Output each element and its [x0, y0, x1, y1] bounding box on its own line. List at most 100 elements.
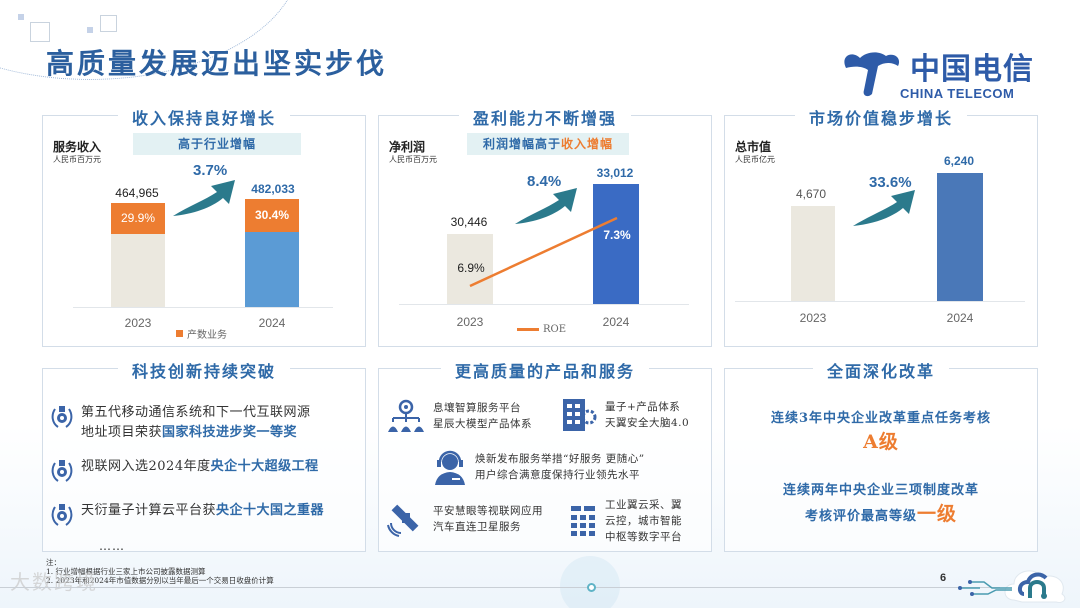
- products-services-panel: 更高质量的产品和服务 息壤智算服务平台 星辰大模型产品体系 量子+产品体系 天翼…: [378, 358, 712, 552]
- grade-badge: A级: [863, 431, 899, 453]
- x-tick-label: 2024: [946, 311, 974, 325]
- footnotes: 注： 1. 行业增幅根据行业三家上市公司披露数据测算 2. 2023年和2024…: [46, 558, 274, 585]
- watermark: 大数跨境: [10, 570, 98, 594]
- service-item: 工业翼云采、翼 云控，城市智能 中枢等数字平台: [569, 497, 682, 545]
- achievement-text: 地址项目荣获: [81, 425, 163, 440]
- decorative-square: [100, 15, 117, 32]
- metric-unit: 人民币百万元: [389, 155, 437, 164]
- x-tick-label: 2024: [602, 315, 630, 329]
- logo-text-cn: 中国电信: [910, 52, 1034, 87]
- achievement-text: 视联网入选2024年度: [81, 459, 211, 474]
- metric-name: 净利润: [389, 140, 426, 154]
- service-text: 中枢等数字平台: [605, 531, 682, 543]
- service-item: 平安慧眼等视联网应用 汽车直连卫星服务: [387, 501, 543, 537]
- segment-label: 30.4%: [254, 208, 290, 222]
- achievement-text: 天衍量子计算云平台获: [81, 503, 217, 518]
- service-text: 焕新发布服务举措“好服务 更随心”: [475, 453, 645, 465]
- x-axis: [399, 304, 689, 305]
- footnote: 2. 2023年和2024年市值数据分别以当年最后一个交易日收盘价计算: [46, 576, 274, 585]
- bar-2024: [937, 173, 983, 301]
- metric-unit: 人民币百万元: [53, 155, 101, 164]
- service-text: 工业翼云采、翼: [605, 499, 682, 511]
- bar-segment-digital: 30.4%: [245, 199, 299, 232]
- bar-2023: [447, 234, 493, 304]
- banner: 利润增幅高于收入增幅: [467, 133, 629, 155]
- x-tick-label: 2023: [456, 315, 484, 329]
- metric-unit: 人民币亿元: [735, 155, 775, 164]
- legend-label: ROE: [543, 324, 567, 335]
- banner-text: 利润增幅高于: [482, 137, 561, 151]
- customer-service-icon: [435, 450, 465, 485]
- footer-divider: [0, 587, 1000, 588]
- reform-text: 考核评价最高等级: [804, 509, 917, 524]
- satellite-icon: [387, 504, 419, 537]
- banner: 高于行业增幅: [133, 133, 301, 155]
- x-axis: [73, 307, 333, 308]
- panel-title: 收入保持良好增长: [117, 105, 291, 129]
- decorative-dot: [18, 14, 24, 20]
- panel-title: 市场价值稳步增长: [794, 105, 968, 129]
- growth-rate: 33.6%: [869, 174, 912, 191]
- bar-segment-digital: 29.9%: [111, 203, 165, 234]
- page-number: 6: [940, 572, 947, 584]
- bar-value-label: 6,240: [943, 154, 975, 168]
- achievement-highlight: 央企十大国之重器: [216, 503, 325, 518]
- decorative-square: [30, 22, 50, 42]
- x-tick-label: 2023: [799, 311, 827, 325]
- bar-2024: [593, 184, 639, 304]
- achievement-text: 第五代移动通信系统和下一代互联网源: [81, 405, 311, 420]
- growth-arrow-icon: [173, 180, 235, 216]
- china-telecom-logo: 中国电信 CHINA TELECOM: [838, 42, 1038, 104]
- service-text: 量子+产品体系: [605, 401, 681, 413]
- roe-line: [469, 216, 618, 288]
- x-axis: [735, 301, 1025, 302]
- legend: 产数业务: [176, 326, 227, 341]
- metric-name: 服务收入: [53, 140, 102, 154]
- cloud-circuit-icon: [958, 570, 1066, 603]
- legend-swatch: [176, 330, 183, 337]
- market-value-panel: 市场价值稳步增长 总市值 人民币亿元 33.6% 4,670 6,240 202…: [724, 105, 1038, 347]
- grid-platform-icon: [571, 506, 595, 536]
- achievement-highlight: 国家科技进步奖一等奖: [162, 425, 298, 440]
- bar-2023: [791, 206, 835, 301]
- roe-label: 6.9%: [457, 261, 485, 275]
- service-item: 焕新发布服务举措“好服务 更随心” 用户综合满意度保持行业领先水平: [433, 449, 645, 485]
- service-item: 息壤智算服务平台 星辰大模型产品体系: [387, 399, 532, 433]
- page-title: 高质量发展迈出坚实步伐: [46, 47, 388, 80]
- x-tick-label: 2024: [258, 316, 286, 330]
- growth-arrow-icon: [853, 190, 915, 226]
- profit-panel: 盈利能力不断增强 净利润 人民币百万元 利润增幅高于收入增幅 8.4% 30,4…: [378, 105, 712, 347]
- bar-value-label: 30,446: [450, 215, 488, 229]
- reform-panel: 全面深化改革 连续3年中央企业改革重点任务考核 A级 连续两年中央企业三项制度改…: [724, 358, 1038, 552]
- growth-rate: 3.7%: [193, 162, 228, 179]
- footnote-label: 注：: [46, 558, 61, 567]
- medal-icon: [51, 504, 73, 526]
- legend: ROE: [517, 324, 566, 335]
- grade-badge: 一级: [917, 503, 958, 525]
- bar-value-label: 4,670: [795, 187, 827, 201]
- decorative-dot: [87, 27, 93, 33]
- more-ellipsis: ……: [99, 539, 125, 553]
- growth-rate: 8.4%: [527, 173, 562, 190]
- bar-value-label: 464,965: [115, 186, 159, 200]
- achievement-highlight: 央企十大超级工程: [210, 459, 319, 474]
- building-gear-icon: [563, 399, 597, 431]
- footnote: 1. 行业增幅根据行业三家上市公司披露数据测算: [46, 567, 206, 576]
- service-text: 星辰大模型产品体系: [433, 418, 532, 430]
- revenue-panel: 收入保持良好增长 服务收入 人民币百万元 高于行业增幅 3.7% 464,965…: [42, 105, 366, 347]
- network-org-icon: [388, 399, 424, 432]
- reform-text: 连续3年中央企业改革重点任务考核: [770, 411, 992, 426]
- service-item: 量子+产品体系 天翼安全大脑4.0: [561, 397, 689, 433]
- achievement-item: 天衍量子计算云平台获央企十大国之重器: [51, 501, 324, 527]
- decorative-ring: [587, 583, 596, 592]
- panel-title: 全面深化改革: [812, 358, 950, 382]
- legend-swatch: [517, 328, 539, 331]
- panel-title: 更高质量的产品和服务: [440, 358, 650, 382]
- logo-text-en: CHINA TELECOM: [900, 86, 1015, 101]
- growth-arrow-icon: [515, 188, 577, 224]
- service-text: 云控，城市智能: [605, 515, 682, 527]
- segment-label: 29.9%: [120, 211, 156, 225]
- panel-title: 科技创新持续突破: [117, 358, 291, 382]
- medal-icon: [51, 460, 73, 482]
- tech-innovation-panel: 科技创新持续突破 第五代移动通信系统和下一代互联网源 地址项目荣获国家科技进步奖…: [42, 358, 366, 553]
